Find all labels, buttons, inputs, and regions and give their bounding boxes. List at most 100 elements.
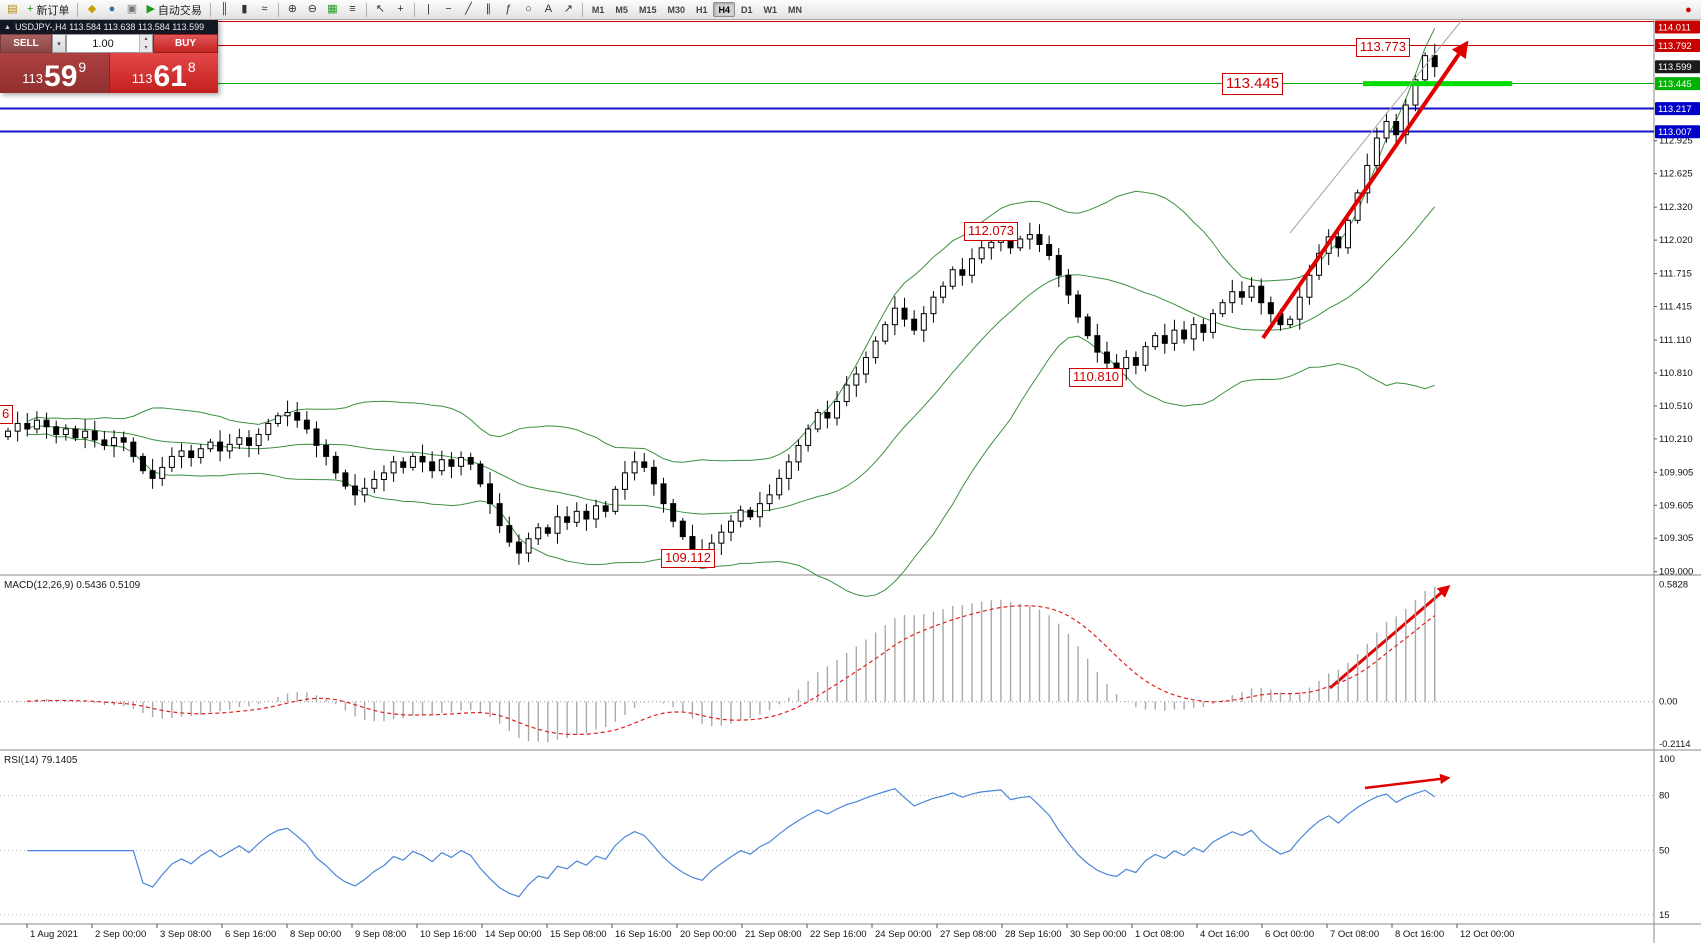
svg-text:16 Sep 16:00: 16 Sep 16:00 — [615, 929, 672, 940]
svg-text:1 Oct 08:00: 1 Oct 08:00 — [1135, 929, 1184, 940]
svg-text:110.510: 110.510 — [1659, 401, 1693, 412]
svg-text:111.415: 111.415 — [1659, 302, 1692, 313]
price-axis: 112.925 112.625 112.320 112.020 111.715 111.4… — [1654, 136, 1693, 578]
svg-text:0.5828: 0.5828 — [1659, 580, 1688, 591]
trendline-icon-glyph: ╱ — [465, 3, 472, 15]
arrow-objects-icon-glyph: ↗ — [563, 3, 574, 15]
volume-input[interactable] — [67, 35, 139, 52]
global-settings-icon-glyph: ● — [108, 3, 116, 15]
svg-text:15: 15 — [1659, 910, 1670, 921]
line-chart-icon[interactable]: ≈ — [255, 1, 274, 18]
crosshair-icon-glyph: + — [397, 3, 404, 15]
autotrading-button[interactable]: ▶ 自动交易 — [142, 1, 205, 18]
price-badge: 113.445 — [1655, 77, 1700, 91]
ellipse-icon-glyph: ○ — [525, 3, 532, 15]
svg-text:110.210: 110.210 — [1659, 434, 1693, 445]
timeframe-w1-button[interactable]: W1 — [763, 4, 778, 15]
svg-text:6 Oct 00:00: 6 Oct 00:00 — [1265, 929, 1314, 940]
cursor-icon-glyph: ↖ — [375, 3, 386, 15]
text-icon-glyph: A — [544, 3, 553, 15]
timeframe-h4-button[interactable]: H4 — [713, 2, 735, 17]
volume-down-button[interactable]: ▾ — [140, 43, 152, 52]
charts-window-icon[interactable]: ▤ — [3, 1, 22, 18]
svg-text:28 Sep 16:00: 28 Sep 16:00 — [1005, 929, 1062, 940]
tile-windows-icon[interactable]: ▦ — [323, 1, 342, 18]
toolbar: ▤ + 新订单 ◆ ● ▣ ▶ 自动交易 ║ ▮ ≈ ⊕ ⊖ ▦ ≡ ↖ + | − ╱ ∥ ƒ ○ A ↗ M1 M5 M15 M30… — [0, 0, 1701, 20]
price-badge: 113.792 — [1655, 39, 1700, 53]
buy-price-display[interactable]: 113 61 8 — [109, 53, 218, 93]
timeframe-h1-button[interactable]: H1 — [695, 4, 708, 15]
fibonacci-icon-glyph: ƒ — [505, 3, 512, 15]
bid-ask-display: 113 59 9 113 61 8 — [0, 53, 218, 93]
price-callout: 110.810 — [1069, 368, 1124, 387]
cursor-icon[interactable]: ↖ — [371, 1, 390, 18]
svg-text:24 Sep 00:00: 24 Sep 00:00 — [875, 929, 932, 940]
ellipse-icon[interactable]: ○ — [519, 1, 538, 18]
svg-text:112.020: 112.020 — [1659, 235, 1693, 246]
candlestick-chart-icon-glyph: ▮ — [241, 3, 248, 15]
svg-text:15 Sep 08:00: 15 Sep 08:00 — [550, 929, 607, 940]
sell-price-figure: 113 — [22, 71, 44, 86]
svg-text:112.925: 112.925 — [1659, 136, 1693, 147]
svg-text:50: 50 — [1659, 846, 1670, 857]
history-center-icon[interactable]: ◆ — [82, 1, 101, 18]
timeframe-m5-button[interactable]: M5 — [615, 4, 628, 15]
timeframe-mn-button[interactable]: MN — [788, 4, 803, 15]
new-order-button[interactable]: + 新订单 — [23, 1, 73, 18]
svg-text:4 Oct 16:00: 4 Oct 16:00 — [1200, 929, 1249, 940]
svg-text:8 Sep 00:00: 8 Sep 00:00 — [290, 929, 341, 940]
svg-text:109.305: 109.305 — [1659, 533, 1693, 544]
timeframe-m15-button[interactable]: M15 — [638, 4, 657, 15]
svg-text:80: 80 — [1659, 791, 1670, 802]
svg-text:113.792: 113.792 — [1658, 41, 1692, 52]
horizontal-line-icon[interactable]: − — [439, 1, 458, 18]
bar-chart-icon[interactable]: ║ — [215, 1, 234, 18]
record-status-icon[interactable]: ● — [1685, 3, 1692, 16]
arrow-objects-icon[interactable]: ↗ — [559, 1, 578, 18]
svg-text:112.320: 112.320 — [1659, 202, 1693, 213]
vertical-line-icon[interactable]: | — [419, 1, 438, 18]
global-settings-icon[interactable]: ● — [102, 1, 121, 18]
sell-price-display[interactable]: 113 59 9 — [0, 53, 110, 93]
text-icon[interactable]: A — [539, 1, 558, 18]
indicators-list-icon-glyph: ≡ — [349, 3, 356, 15]
zoom-in-icon[interactable]: ⊕ — [283, 1, 302, 18]
svg-text:113.007: 113.007 — [1658, 127, 1692, 138]
history-center-icon-glyph: ◆ — [87, 3, 97, 15]
svg-text:21 Sep 08:00: 21 Sep 08:00 — [745, 929, 802, 940]
svg-text:109.000: 109.000 — [1659, 567, 1693, 578]
svg-text:113.217: 113.217 — [1658, 104, 1692, 115]
svg-text:112.625: 112.625 — [1659, 169, 1693, 180]
price-callout: 112.073 — [964, 222, 1019, 241]
order-type-dropdown[interactable]: ▾ — [52, 34, 66, 53]
timeframe-m1-button[interactable]: M1 — [591, 4, 605, 15]
channel-icon[interactable]: ∥ — [479, 1, 498, 18]
crosshair-icon[interactable]: + — [391, 1, 410, 18]
timeframe-m30-button[interactable]: M30 — [667, 4, 685, 15]
svg-text:27 Sep 08:00: 27 Sep 08:00 — [940, 929, 997, 940]
timeframe-d1-button[interactable]: D1 — [741, 4, 753, 15]
svg-text:6 Sep 16:00: 6 Sep 16:00 — [225, 929, 276, 940]
trendline-icon[interactable]: ╱ — [459, 1, 478, 18]
candlestick-chart-icon[interactable]: ▮ — [235, 1, 254, 18]
sell-button[interactable]: SELL — [0, 34, 52, 53]
toolbar-separator — [209, 2, 211, 17]
svg-text:9 Sep 08:00: 9 Sep 08:00 — [355, 929, 406, 940]
indicators-list-icon[interactable]: ≡ — [343, 1, 362, 18]
macd-indicator-label: MACD(12,26,9) 0.5436 0.5109 — [4, 580, 141, 591]
price-badge: 114.011 — [1655, 20, 1700, 34]
zoom-out-icon-glyph: ⊖ — [307, 3, 318, 15]
volume-up-button[interactable]: ▴ — [140, 35, 152, 44]
buy-button[interactable]: BUY — [153, 34, 218, 53]
fibonacci-icon[interactable]: ƒ — [499, 1, 518, 18]
channel-icon-glyph: ∥ — [485, 3, 492, 15]
toolbar-separator — [413, 2, 415, 17]
alerts-icon[interactable]: ▣ — [122, 1, 141, 18]
tile-windows-icon-glyph: ▦ — [327, 3, 338, 15]
vertical-line-icon-glyph: | — [426, 3, 430, 15]
zoom-out-icon[interactable]: ⊖ — [303, 1, 322, 18]
horizontal-lines — [0, 20, 1654, 133]
price-badge: 113.217 — [1655, 102, 1700, 116]
